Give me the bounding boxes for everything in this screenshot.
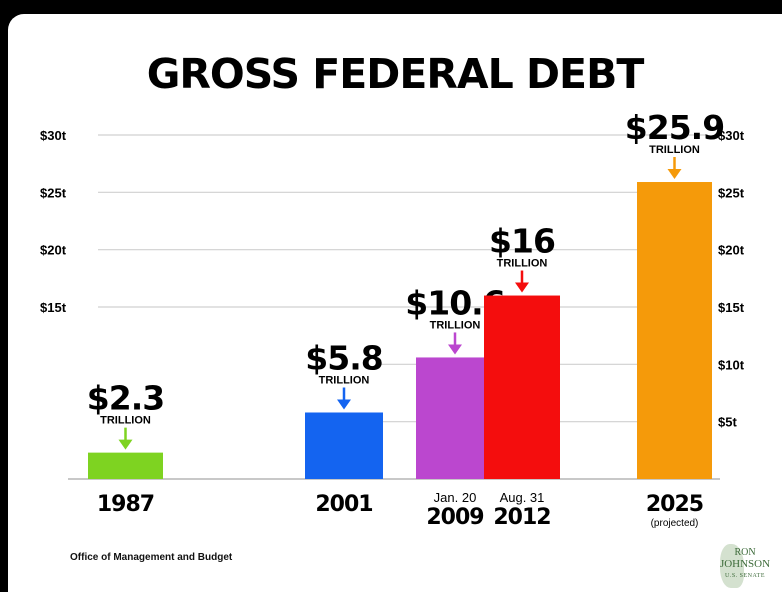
bar-2001 <box>305 412 383 479</box>
left-tick-label: $20t <box>40 243 67 258</box>
source-note: Office of Management and Budget <box>70 552 233 563</box>
arrow-down-icon <box>448 344 462 355</box>
category-label: 2009 <box>426 505 483 530</box>
bar-2012 <box>484 295 560 479</box>
right-tick-label: $25t <box>718 185 745 200</box>
right-tick-label: $10t <box>718 357 745 372</box>
unit-label: TRILLION <box>649 144 700 156</box>
value-label: $2.3 <box>87 379 164 418</box>
senator-logo: RON JOHNSON U.S. SENATE <box>710 544 780 592</box>
unit-label: TRILLION <box>319 374 370 386</box>
value-label: $25.9 <box>625 108 724 147</box>
category-note: (projected) <box>651 518 699 529</box>
bar-chart: $15t $20t $25t $30t $5t $10t $15t $20t $25t $30t T… <box>40 108 745 530</box>
bar-2009 <box>416 357 494 479</box>
unit-label: TRILLION <box>430 319 481 331</box>
right-tick-label: $20t <box>718 243 745 258</box>
category-label: 2025 <box>646 492 703 517</box>
value-label: $16 <box>489 222 555 261</box>
logo-line2: JOHNSON <box>719 558 771 570</box>
arrow-down-icon <box>337 399 351 410</box>
logo-line3: U.S. SENATE <box>724 573 765 579</box>
unit-label: TRILLION <box>100 415 151 427</box>
bar-2025 <box>637 182 712 479</box>
category-prefix: Aug. 31 <box>500 490 545 505</box>
logo-line1: RON <box>734 547 756 558</box>
category-label: 2001 <box>315 492 372 517</box>
category-label: 2012 <box>493 505 550 530</box>
category-label: 1987 <box>97 492 154 517</box>
value-label: $5.8 <box>305 338 382 377</box>
left-tick-label: $25t <box>40 185 67 200</box>
state-map-icon <box>720 544 744 588</box>
right-tick-label: $15t <box>718 300 745 315</box>
chart-title: GROSS FEDERAL DEBT <box>146 50 645 98</box>
left-tick-label: $15t <box>40 300 67 315</box>
chart-card: GROSS FEDERAL DEBT $15t $20t $25t $30t $5t $1… <box>8 14 782 592</box>
arrow-down-icon <box>118 439 133 450</box>
right-tick-label: $5t <box>718 415 737 430</box>
right-tick-label: $30t <box>718 128 745 143</box>
left-tick-label: $30t <box>40 128 67 143</box>
bar-1987 <box>88 452 163 479</box>
arrow-down-icon <box>667 169 682 180</box>
category-prefix: Jan. 20 <box>434 490 477 505</box>
unit-label: TRILLION <box>497 258 548 270</box>
arrow-down-icon <box>515 282 529 293</box>
